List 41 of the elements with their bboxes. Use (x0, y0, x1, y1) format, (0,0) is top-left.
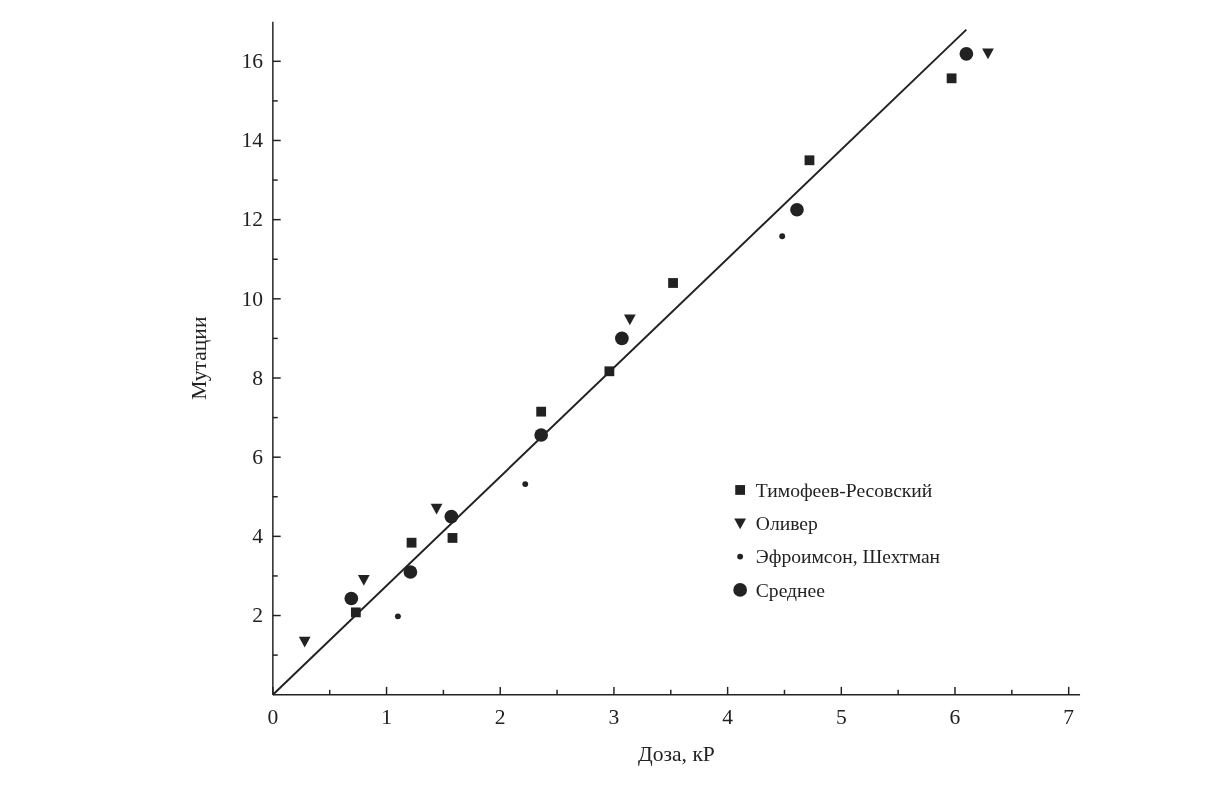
point (406, 537, 417, 548)
point (357, 575, 370, 586)
legend-label: Среднее (755, 579, 826, 601)
point (298, 636, 311, 648)
x-axis-title: Доза, кР (638, 742, 715, 767)
y-tick-label: 14 (241, 128, 264, 153)
x-tick-label: 4 (722, 705, 734, 730)
point (403, 565, 418, 579)
x-tick-label: 1 (381, 705, 392, 730)
point (522, 481, 529, 488)
point (536, 406, 547, 417)
legend-label: Оливер (755, 513, 819, 535)
x-tick-label: 5 (835, 705, 847, 730)
y-tick-label: 10 (241, 286, 264, 311)
x-tick-label: 7 (1063, 705, 1075, 730)
point (946, 73, 957, 84)
point (447, 533, 458, 543)
y-tick-label: 2 (252, 603, 264, 628)
x-tick-label: 6 (949, 705, 961, 730)
y-axis-title: Мутации (187, 316, 212, 400)
point (959, 46, 974, 61)
x-tick-label: 2 (494, 705, 506, 730)
legend-label: Тимофеев-Ресовский (755, 479, 933, 501)
x-tick-label: 3 (608, 705, 620, 730)
y-tick-label: 4 (252, 524, 264, 549)
y-tick-label: 6 (252, 445, 264, 470)
point (804, 155, 815, 166)
point (344, 591, 359, 606)
point (615, 331, 629, 346)
y-tick-label: 8 (252, 365, 264, 390)
y-tick-label: 16 (241, 49, 264, 74)
point (394, 613, 401, 620)
x-tick-label: 0 (267, 705, 279, 730)
y-tick-label: 12 (241, 207, 264, 232)
point (779, 233, 786, 240)
point (623, 314, 636, 326)
point (982, 48, 994, 60)
point (668, 278, 678, 288)
point (430, 503, 443, 515)
point (790, 202, 804, 217)
legend-label: Эфроимсон, Шехтман (755, 546, 941, 568)
